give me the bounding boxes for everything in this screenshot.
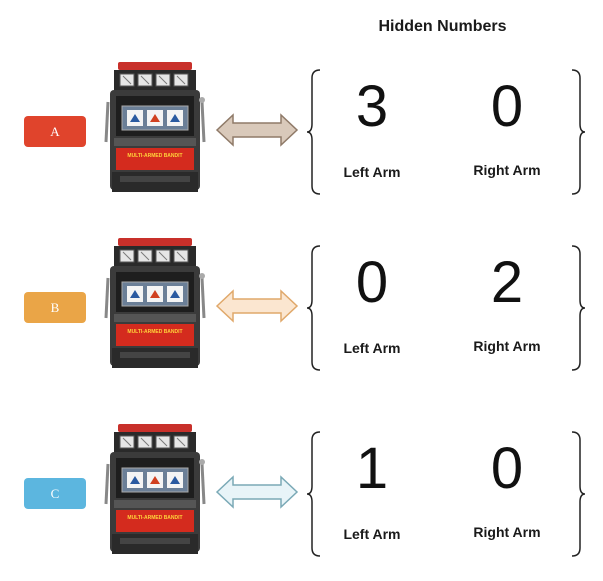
bandit-label-b: B: [24, 292, 86, 323]
left-arm-label: Left Arm: [343, 340, 401, 356]
left-brace: [306, 69, 321, 195]
bandit-label-a: A: [24, 116, 86, 147]
right-arm-label: Right Arm: [473, 338, 541, 354]
double-arrow-icon: [215, 475, 299, 509]
left-brace: [306, 431, 321, 557]
right-brace: [571, 245, 586, 371]
machine-sign-2: MULTI-ARMED BANDIT: [127, 515, 182, 521]
bandit-label-c: C: [24, 478, 86, 509]
double-arrow-icon: [215, 289, 299, 323]
left-arm-value: 1: [355, 436, 389, 501]
slot-machine-2: MULTI-ARMED BANDIT: [104, 424, 206, 554]
left-arm-value: 3: [355, 74, 389, 139]
right-arm-label: Right Arm: [473, 162, 541, 178]
right-brace: [571, 69, 586, 195]
machine-sign-0: MULTI-ARMED BANDIT: [127, 153, 182, 159]
double-arrow-icon: [215, 113, 299, 147]
left-arm-label: Left Arm: [343, 526, 401, 542]
right-brace: [571, 431, 586, 557]
right-arm-value: 2: [490, 250, 524, 315]
right-arm-value: 0: [490, 436, 524, 501]
left-arm-value: 0: [355, 250, 389, 315]
left-brace: [306, 245, 321, 371]
slot-machine-0: MULTI-ARMED BANDIT: [104, 62, 206, 192]
machine-sign-1: MULTI-ARMED BANDIT: [127, 329, 182, 335]
slot-machine-1: MULTI-ARMED BANDIT: [104, 238, 206, 368]
right-arm-value: 0: [490, 74, 524, 139]
diagram-title: Hidden Numbers: [378, 18, 507, 35]
right-arm-label: Right Arm: [473, 524, 541, 540]
left-arm-label: Left Arm: [343, 164, 401, 180]
